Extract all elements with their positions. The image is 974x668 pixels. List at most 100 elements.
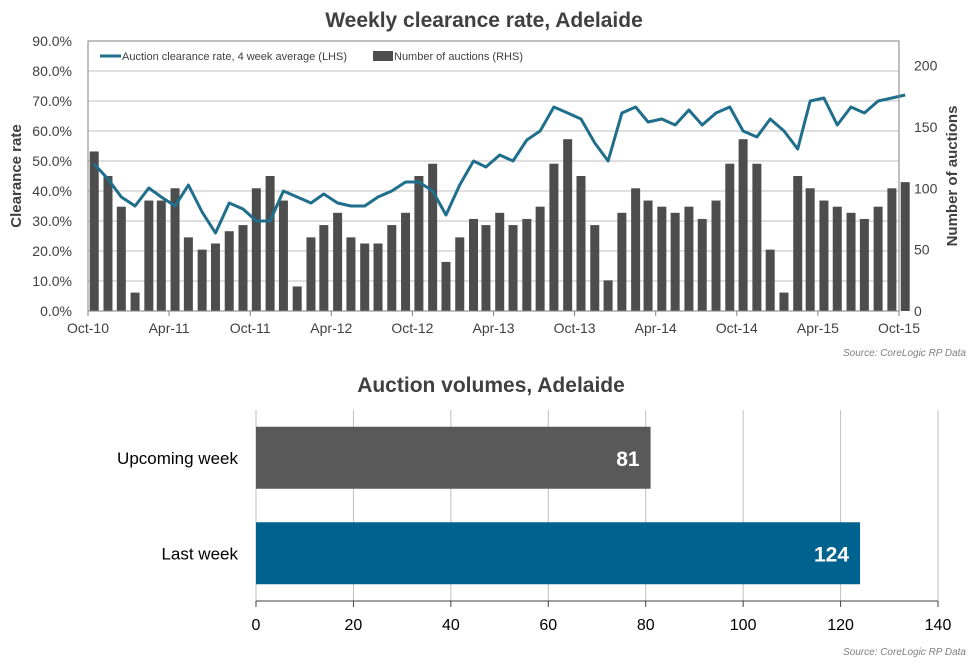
auction-count-bar <box>806 188 815 311</box>
x-tick-label: 60 <box>539 617 557 634</box>
auction-count-bar <box>617 213 626 311</box>
auction-count-bar <box>604 280 613 311</box>
auction-count-bar <box>793 176 802 311</box>
auction-count-bar <box>266 176 275 311</box>
auction-count-bar <box>455 237 464 311</box>
auction-count-bar <box>103 176 112 311</box>
x-tick-label: Oct-11 <box>230 320 271 336</box>
legend-bar-swatch <box>373 51 393 61</box>
y-left-tick-label: 40.0% <box>32 183 72 199</box>
auction-count-bar <box>157 201 166 311</box>
clearance-rate-line <box>94 95 905 233</box>
auction-count-bar <box>401 213 410 311</box>
auction-count-bar <box>360 244 369 312</box>
auction-count-bar <box>131 293 140 311</box>
category-label: Upcoming week <box>117 449 238 468</box>
top-plot-frame <box>88 41 899 311</box>
x-tick-label: 20 <box>345 617 363 634</box>
auction-count-bar <box>509 225 518 311</box>
auction-count-bar <box>536 207 545 311</box>
auction-count-bar <box>184 237 193 311</box>
x-tick-label: Oct-10 <box>67 320 109 336</box>
auction-count-bar <box>860 219 869 311</box>
category-label: Last week <box>161 544 238 563</box>
y-right-tick-label: 200 <box>914 58 938 74</box>
auction-count-bar <box>576 176 585 311</box>
y-left-tick-label: 30.0% <box>32 213 72 229</box>
x-tick-label: Oct-15 <box>878 320 920 336</box>
auction-count-bar <box>522 219 531 311</box>
x-tick-label: 140 <box>925 617 952 634</box>
auction-count-bar <box>766 250 775 311</box>
x-tick-label: Apr-13 <box>472 320 514 336</box>
bar-value-label: 124 <box>814 543 849 566</box>
x-tick-label: 40 <box>442 617 460 634</box>
auction-count-bar <box>684 207 693 311</box>
y-left-tick-label: 20.0% <box>32 243 72 259</box>
bar-value-label: 81 <box>616 448 640 471</box>
auction-count-bar <box>549 164 558 311</box>
x-tick-label: Apr-11 <box>149 320 190 336</box>
auction-count-bar <box>698 219 707 311</box>
auction-count-bar <box>306 237 315 311</box>
x-tick-label: 80 <box>637 617 655 634</box>
auction-count-bar <box>198 250 207 311</box>
auction-count-bar <box>441 262 450 311</box>
legend-bar-label: Number of auctions (RHS) <box>394 51 523 63</box>
top-chart-source: Source: CoreLogic RP Data <box>843 348 966 359</box>
auction-count-bar <box>428 164 437 311</box>
auction-count-bar <box>563 139 572 311</box>
y-left-tick-label: 80.0% <box>32 63 72 79</box>
x-tick-label: Apr-12 <box>310 320 352 336</box>
volume-bar <box>256 427 651 489</box>
x-tick-label: 100 <box>730 617 757 634</box>
auction-count-bar <box>374 244 383 312</box>
top-chart-y-right-label: Number of auctions <box>944 106 961 247</box>
x-tick-label: Apr-15 <box>797 320 839 336</box>
auction-count-bar <box>387 225 396 311</box>
auction-count-bar <box>90 151 99 311</box>
top-chart-clearance-line <box>94 95 905 233</box>
x-tick-label: 120 <box>827 617 854 634</box>
top-chart-title: Weekly clearance rate, Adelaide <box>325 9 643 32</box>
auction-count-bar <box>887 188 896 311</box>
auction-count-bar <box>279 201 288 311</box>
auction-count-bar <box>833 207 842 311</box>
x-tick-label: Oct-12 <box>391 320 433 336</box>
bottom-chart-title: Auction volumes, Adelaide <box>357 374 625 397</box>
auction-count-bar <box>712 201 721 311</box>
auction-count-bar <box>874 207 883 311</box>
y-left-tick-label: 0.0% <box>40 303 72 319</box>
top-chart-legend: Auction clearance rate, 4 week average (… <box>100 51 523 63</box>
auction-count-bar <box>319 225 328 311</box>
x-tick-label: Oct-13 <box>554 320 596 336</box>
auction-count-bar <box>481 225 490 311</box>
y-left-tick-label: 60.0% <box>32 123 72 139</box>
auction-count-bar <box>631 188 640 311</box>
auction-count-bar <box>644 201 653 311</box>
y-right-tick-label: 150 <box>914 119 938 135</box>
auction-count-bar <box>293 286 302 311</box>
auction-count-bar <box>346 237 355 311</box>
volume-bar <box>256 522 860 584</box>
auction-count-bar <box>117 207 126 311</box>
y-right-tick-label: 0 <box>914 303 922 319</box>
auction-count-bar <box>239 225 248 311</box>
auction-count-bar <box>414 176 423 311</box>
x-tick-label: 0 <box>252 617 261 634</box>
auction-count-bar <box>144 201 153 311</box>
y-right-tick-label: 100 <box>914 180 938 196</box>
auction-count-bar <box>779 293 788 311</box>
auction-count-bar <box>725 164 734 311</box>
y-left-tick-label: 50.0% <box>32 153 72 169</box>
y-left-tick-label: 90.0% <box>32 33 72 49</box>
x-tick-label: Oct-14 <box>716 320 758 336</box>
auction-count-bar <box>590 225 599 311</box>
auction-count-bar <box>739 139 748 311</box>
top-chart-y-left-label: Clearance rate <box>8 124 25 227</box>
legend-line-label: Auction clearance rate, 4 week average (… <box>122 51 347 63</box>
y-left-tick-label: 10.0% <box>32 273 72 289</box>
auction-count-bar <box>225 231 234 311</box>
